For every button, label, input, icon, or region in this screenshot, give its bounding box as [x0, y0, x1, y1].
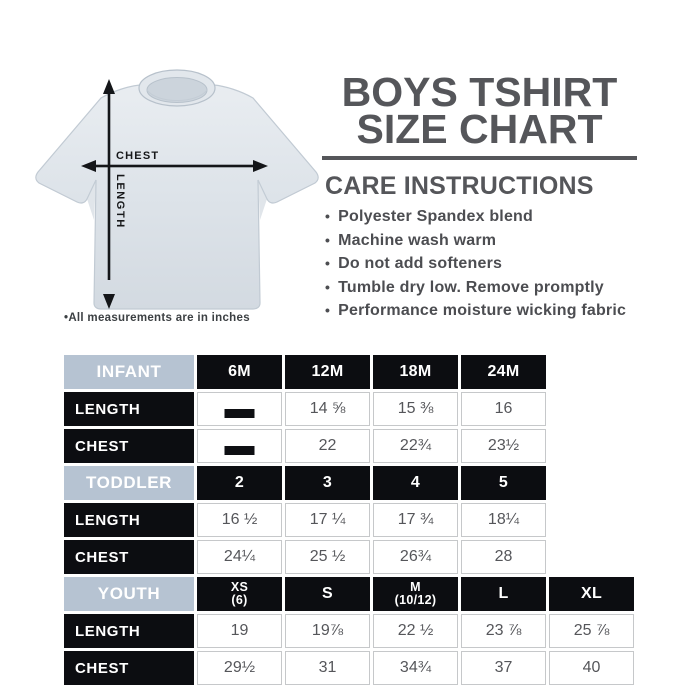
table-value: 15 ⅜ — [373, 392, 458, 426]
table-value: 24¼ — [197, 540, 282, 574]
page-title-line1: BOYS TSHIRT — [341, 69, 618, 115]
care-item: • Polyester Spandex blend — [325, 208, 637, 225]
care-item: • Machine wash warm — [325, 232, 637, 249]
care-instructions-list: • Polyester Spandex blend • Machine wash… — [325, 208, 637, 319]
size-col-header: 12M — [285, 355, 370, 389]
measurements-footnote: •All measurements are in inches — [64, 312, 250, 324]
bullet-icon: • — [325, 231, 331, 248]
row-label-length: LENGTH — [64, 614, 194, 648]
table-value: 26¾ — [373, 540, 458, 574]
empty-cell — [549, 540, 634, 574]
table-value: 16 ½ — [197, 503, 282, 537]
length-measure-label: LENGTH — [114, 174, 126, 229]
table-value: ▬ — [197, 392, 282, 426]
size-col-header: XL — [549, 577, 634, 611]
section-header-youth: YOUTH — [64, 577, 194, 611]
table-value: 14 ⅝ — [285, 392, 370, 426]
table-value: 40 — [549, 651, 634, 685]
table-value: 17 ¾ — [373, 503, 458, 537]
care-item-text: Do not add softeners — [338, 255, 503, 272]
section-header-infant: INFANT — [64, 355, 194, 389]
row-label-chest: CHEST — [64, 429, 194, 463]
care-item: • Do not add softeners — [325, 255, 637, 272]
table-value: 29½ — [197, 651, 282, 685]
size-col-header: 6M — [197, 355, 282, 389]
tshirt-illustration — [35, 69, 319, 310]
table-value: 22 — [285, 429, 370, 463]
table-value: 18¼ — [461, 503, 546, 537]
bullet-icon: • — [325, 302, 331, 318]
table-value: 17 ¼ — [285, 503, 370, 537]
care-item-text: Machine wash warm — [338, 231, 497, 249]
bullet-icon: • — [325, 278, 331, 295]
empty-cell — [549, 429, 634, 463]
bullet-icon: • — [325, 255, 331, 271]
row-label-length: LENGTH — [64, 503, 194, 537]
tshirt-body — [35, 84, 319, 310]
empty-cell — [549, 466, 634, 500]
table-value: 19 — [197, 614, 282, 648]
page-title: BOYS TSHIRT SIZE CHART — [322, 69, 637, 152]
size-col-header: 24M — [461, 355, 546, 389]
table-value: 25 ½ — [285, 540, 370, 574]
size-col-header: L — [461, 577, 546, 611]
size-col-header: 5 — [461, 466, 546, 500]
chest-arrow-icon — [81, 160, 268, 172]
table-value: ▬ — [197, 429, 282, 463]
table-value: 16 — [461, 392, 546, 426]
size-col-header: 2 — [197, 466, 282, 500]
care-item-text: Polyester Spandex blend — [338, 208, 533, 225]
empty-cell — [549, 503, 634, 537]
table-value: 37 — [461, 651, 546, 685]
size-col-header: S — [285, 577, 370, 611]
section-header-toddler: TODDLER — [64, 466, 194, 500]
tshirt-measurement-diagram: CHEST LENGTH •All measurements are in in… — [25, 60, 325, 335]
table-value: 22 ½ — [373, 614, 458, 648]
size-col-header: 18M — [373, 355, 458, 389]
table-value: 25 ⅞ — [549, 614, 634, 648]
care-item: • Tumble dry low. Remove promptly — [325, 279, 637, 296]
chest-measure-label: CHEST — [116, 150, 160, 162]
care-item-text: Performance moisture wicking fabric — [338, 302, 627, 319]
row-label-chest: CHEST — [64, 651, 194, 685]
row-label-chest: CHEST — [64, 540, 194, 574]
row-label-length: LENGTH — [64, 392, 194, 426]
length-arrow-icon — [103, 79, 115, 309]
table-value: 19⅞ — [285, 614, 370, 648]
table-value: 28 — [461, 540, 546, 574]
title-divider — [322, 156, 637, 160]
table-value: 23½ — [461, 429, 546, 463]
size-col-header: M (10/12) — [373, 577, 458, 611]
empty-cell — [549, 392, 634, 426]
page-title-line2: SIZE CHART — [356, 106, 603, 152]
table-value: 31 — [285, 651, 370, 685]
care-item-text: Tumble dry low. Remove promptly — [338, 278, 604, 296]
table-value: 23 ⅞ — [461, 614, 546, 648]
size-col-header: 3 — [285, 466, 370, 500]
size-col-header: 4 — [373, 466, 458, 500]
table-value: 22¾ — [373, 429, 458, 463]
bullet-icon: • — [325, 208, 331, 224]
header-block: BOYS TSHIRT SIZE CHART CARE INSTRUCTIONS… — [322, 70, 637, 326]
care-instructions-heading: CARE INSTRUCTIONS — [325, 172, 594, 200]
care-item: • Performance moisture wicking fabric — [325, 302, 637, 319]
table-value: 34¾ — [373, 651, 458, 685]
size-col-header: XS (6) — [197, 577, 282, 611]
size-table: INFANT 6M 12M 18M 24M LENGTH ▬ 14 ⅝ 15 ⅜… — [64, 355, 634, 685]
empty-cell — [549, 355, 634, 389]
